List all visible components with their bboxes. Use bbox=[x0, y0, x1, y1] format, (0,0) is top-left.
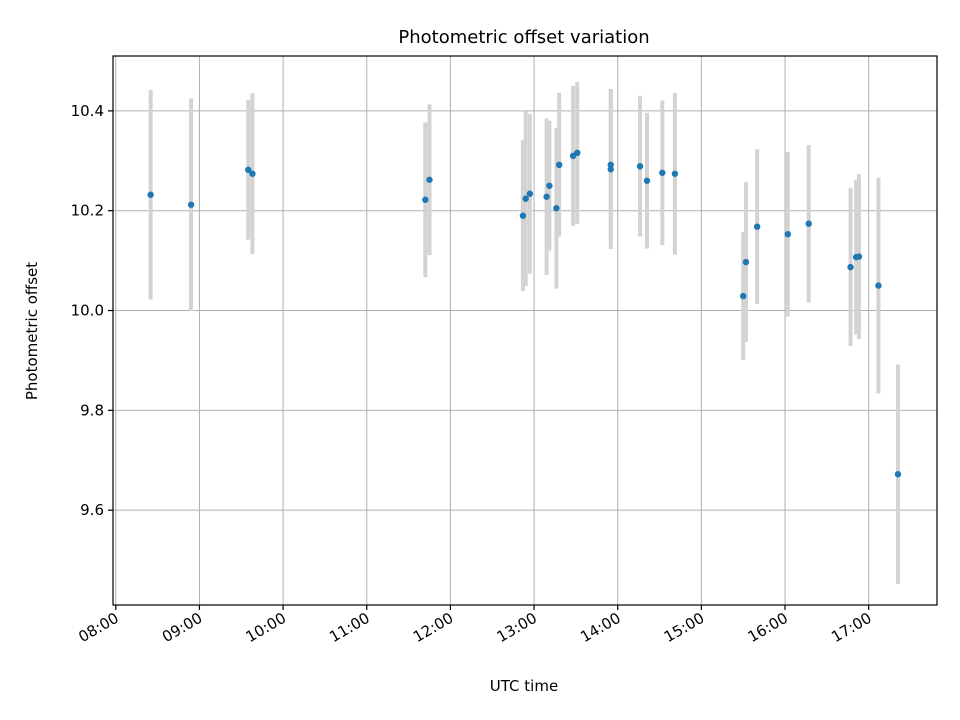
data-point bbox=[659, 169, 666, 176]
y-tick-label: 10.4 bbox=[71, 102, 104, 120]
y-axis-ticks: 9.6 9.8 10.0 10.2 10.4 bbox=[71, 102, 113, 519]
data-point bbox=[519, 212, 527, 219]
data-point bbox=[249, 170, 256, 177]
data-points bbox=[147, 149, 902, 478]
data-point bbox=[742, 258, 750, 266]
data-point bbox=[553, 205, 560, 212]
data-point bbox=[894, 471, 902, 478]
data-point bbox=[636, 163, 644, 170]
data-point bbox=[526, 190, 534, 197]
data-point bbox=[784, 230, 792, 238]
data-point bbox=[422, 196, 429, 203]
data-point bbox=[543, 193, 550, 200]
chart-title: Photometric offset variation bbox=[398, 27, 649, 48]
data-point bbox=[147, 191, 154, 198]
data-point bbox=[671, 170, 679, 177]
data-point bbox=[426, 176, 433, 183]
data-point bbox=[855, 253, 863, 260]
x-axis-label: UTC time bbox=[490, 677, 558, 695]
plot-area-frame bbox=[112, 55, 938, 606]
y-axis-label: Photometric offset bbox=[23, 262, 41, 400]
y-tick-label: 10.0 bbox=[71, 302, 104, 320]
data-point bbox=[574, 149, 581, 157]
data-point bbox=[643, 177, 651, 184]
data-point bbox=[555, 161, 563, 169]
y-tick-label: 10.2 bbox=[71, 202, 104, 220]
data-point bbox=[753, 223, 761, 230]
data-point bbox=[875, 282, 882, 289]
data-point bbox=[607, 161, 614, 169]
data-point bbox=[739, 292, 747, 300]
y-tick-label: 9.6 bbox=[80, 501, 104, 519]
data-point bbox=[187, 201, 195, 208]
data-point bbox=[607, 166, 614, 173]
data-point bbox=[245, 166, 252, 173]
data-point bbox=[546, 182, 553, 189]
data-point bbox=[805, 220, 812, 227]
y-tick-label: 9.8 bbox=[80, 401, 104, 419]
data-point bbox=[847, 263, 854, 271]
data-point bbox=[522, 195, 529, 202]
